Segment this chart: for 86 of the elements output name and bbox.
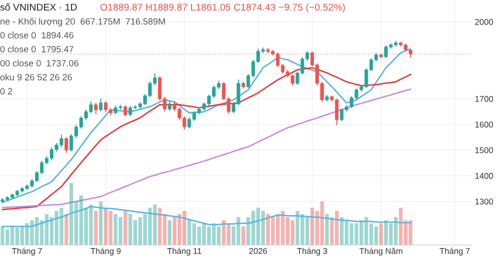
line-series bbox=[2, 67, 412, 210]
bar bbox=[408, 220, 412, 245]
bar bbox=[216, 226, 221, 245]
bar bbox=[79, 195, 83, 245]
bar bbox=[114, 214, 118, 245]
bar bbox=[104, 208, 108, 245]
y-tick-label: 1300 bbox=[475, 198, 493, 204]
bar bbox=[202, 223, 206, 245]
bar bbox=[242, 226, 246, 245]
bar bbox=[192, 223, 196, 245]
bar bbox=[384, 220, 388, 245]
bar bbox=[118, 217, 122, 245]
y-tick-label: 1600 bbox=[475, 122, 493, 128]
bar bbox=[143, 214, 147, 245]
x-tick-label: 2026 bbox=[249, 248, 268, 254]
y-tick-label: 1700 bbox=[475, 96, 493, 102]
bar bbox=[138, 217, 142, 245]
bar bbox=[369, 223, 374, 245]
bar bbox=[15, 228, 20, 245]
annotation: ne - Khối lượng 20 667.175M 716.589M bbox=[0, 18, 165, 26]
bar bbox=[232, 226, 236, 245]
bar bbox=[236, 217, 240, 245]
candlestick bbox=[99, 98, 103, 112]
bar bbox=[374, 226, 378, 245]
bar bbox=[300, 214, 304, 245]
annotation: số VNINDEX · 1D bbox=[0, 3, 77, 11]
bar bbox=[153, 204, 157, 245]
bar bbox=[25, 223, 29, 245]
y-tick-label: 1400 bbox=[475, 172, 493, 179]
line-series bbox=[2, 88, 412, 208]
bar bbox=[379, 223, 383, 245]
bar bbox=[54, 210, 58, 245]
x-tick-label: Tháng 9 bbox=[90, 248, 121, 256]
x-tick-label: Tháng Năm bbox=[359, 248, 402, 256]
bar bbox=[310, 208, 314, 245]
x-tick-label: Tháng 11 bbox=[167, 248, 202, 256]
annotation: oku 9 26 52 26 26 bbox=[0, 74, 72, 80]
bar bbox=[286, 217, 290, 245]
x-tick-label: Tháng 7 bbox=[440, 248, 470, 256]
candlestick bbox=[168, 100, 172, 112]
bar bbox=[128, 214, 132, 245]
bar bbox=[30, 220, 34, 245]
bar bbox=[389, 223, 393, 245]
x-tick-label: Tháng 7 bbox=[12, 248, 42, 256]
bar bbox=[84, 208, 88, 245]
bar bbox=[305, 217, 310, 245]
annotation: 0 close 0 1795.47 bbox=[0, 46, 74, 52]
candlestick bbox=[124, 104, 128, 118]
bar bbox=[187, 220, 192, 245]
annotation: O1889.87 H1889.87 L1861.05 C1874.43 −9.75 (−0.52%) bbox=[100, 3, 345, 13]
y-tick-label: 1500 bbox=[475, 147, 493, 154]
bar bbox=[98, 202, 103, 245]
bar bbox=[69, 183, 74, 245]
candlestick bbox=[94, 102, 98, 115]
bar bbox=[168, 220, 172, 245]
bar bbox=[197, 226, 201, 245]
bar bbox=[266, 214, 270, 245]
y-tick-label: 2000 bbox=[475, 19, 493, 25]
bar bbox=[94, 210, 98, 245]
bar bbox=[0, 226, 4, 245]
candlestick bbox=[64, 136, 68, 154]
bar bbox=[6, 230, 10, 245]
bar bbox=[207, 226, 211, 245]
bar bbox=[108, 210, 112, 245]
bar bbox=[124, 210, 128, 245]
bar bbox=[296, 210, 300, 245]
bar bbox=[320, 202, 324, 245]
bar bbox=[325, 214, 329, 245]
bar bbox=[290, 220, 294, 245]
bar bbox=[158, 208, 162, 245]
annotation: 00 close 0 1737.06 bbox=[0, 60, 78, 66]
bar bbox=[261, 210, 265, 245]
annotation: 0 close 0 1894.46 bbox=[0, 32, 74, 38]
bar bbox=[89, 204, 93, 245]
bar bbox=[148, 208, 152, 245]
annotation: 0 2 bbox=[0, 88, 12, 94]
bar bbox=[344, 220, 348, 245]
x-tick-label: Tháng 3 bbox=[297, 248, 328, 256]
bar bbox=[354, 223, 358, 245]
bar bbox=[74, 202, 78, 245]
bar bbox=[178, 214, 182, 245]
bar bbox=[133, 220, 138, 245]
bar bbox=[350, 223, 354, 245]
bar bbox=[172, 217, 176, 245]
bar bbox=[60, 208, 64, 245]
bar bbox=[271, 217, 275, 245]
